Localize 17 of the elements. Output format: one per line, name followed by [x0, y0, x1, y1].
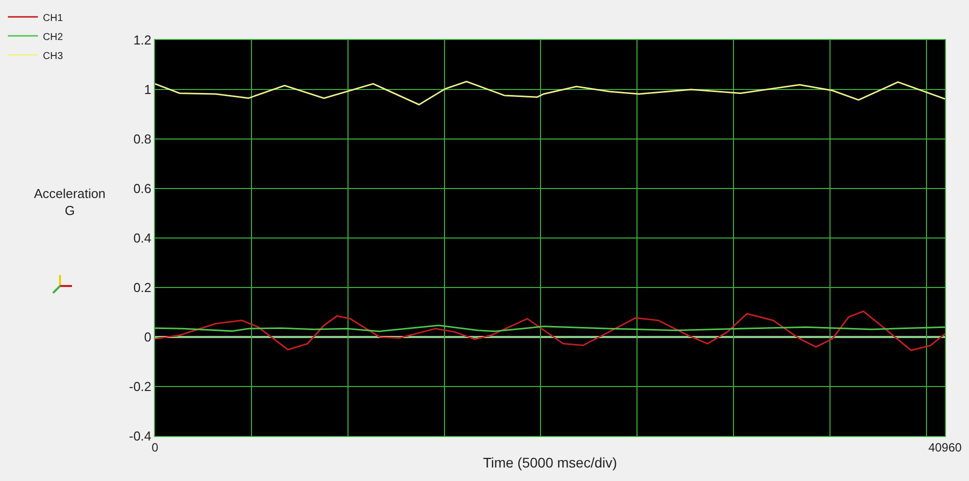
y-tick-label: 0.4: [133, 230, 152, 246]
legend-label: CH1: [42, 12, 64, 24]
legend-label: CH2: [42, 32, 64, 43]
legend-label: CH3: [42, 50, 64, 62]
line-series: [155, 310, 945, 352]
y-tick-label: 0.2: [133, 280, 152, 296]
y-tick-label: -0.4: [128, 428, 152, 444]
y-tick-label: 0.8: [133, 132, 152, 147]
line-series: [155, 80, 945, 106]
x-tick-label: 40960: [928, 440, 962, 454]
y-axis-title: Acceleration G: [34, 186, 106, 218]
y-tick-label: 1: [144, 82, 152, 98]
y-tick-label: 0.6: [133, 181, 152, 196]
y-tick-label: -0.2: [128, 379, 152, 394]
x-axis-title: Time (5000 msec/div): [482, 454, 618, 471]
y-tick-label: 0: [144, 330, 152, 345]
y-tick-label: 1.2: [133, 32, 152, 48]
